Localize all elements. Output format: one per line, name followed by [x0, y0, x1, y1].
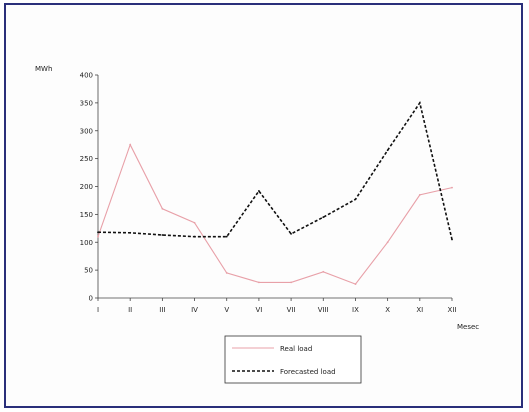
legend: Real load Forecasted load: [224, 335, 362, 384]
x-tick-label: VI: [255, 306, 262, 314]
data-point: [322, 270, 325, 273]
series-line-forecasted-load: [97, 100, 453, 240]
x-tick-label: I: [97, 306, 99, 314]
data-point: [354, 198, 357, 201]
y-axis-label: MWh: [35, 65, 52, 73]
data-point: [161, 207, 164, 210]
y-tick-label: 150: [80, 211, 93, 219]
x-tick-label: VII: [287, 306, 296, 314]
data-point: [322, 216, 325, 219]
data-point: [354, 283, 357, 285]
y-tick-label: 100: [80, 239, 93, 247]
x-tick-label: VIII: [318, 306, 329, 314]
data-point: [451, 238, 453, 241]
data-point: [193, 235, 196, 238]
y-tick-label: 200: [80, 183, 93, 191]
series-line-real-load: [97, 143, 453, 285]
x-axis-label: Mesec: [457, 323, 479, 331]
data-point: [225, 235, 228, 238]
y-tick-label: 50: [84, 267, 93, 275]
legend-label-forecasted-load: Forecasted load: [280, 368, 336, 376]
series-lines: [97, 100, 453, 285]
y-tick-label: 250: [80, 155, 93, 163]
data-point: [386, 149, 389, 152]
data-point: [386, 241, 389, 244]
x-tick-label: II: [128, 306, 132, 314]
data-point: [418, 193, 421, 196]
data-point: [161, 234, 164, 236]
data-point: [193, 221, 196, 224]
x-tick-label: III: [159, 306, 165, 314]
data-point: [97, 231, 99, 234]
chart-frame: MWh Mesec 0 50 100 150 200 250 300 350 400 I II II…: [4, 3, 523, 408]
y-tick-label: 300: [80, 127, 93, 135]
data-point: [451, 186, 453, 189]
x-tick-label: V: [224, 306, 229, 314]
x-tick-label: IX: [352, 306, 359, 314]
data-point: [97, 235, 99, 238]
data-point: [290, 281, 292, 284]
x-tick-label: IV: [191, 306, 198, 314]
data-point: [290, 232, 292, 235]
data-point: [129, 143, 132, 146]
data-point: [258, 281, 260, 284]
x-tick-label: XI: [416, 306, 423, 314]
data-point: [258, 190, 260, 192]
x-tick-label: XII: [448, 306, 457, 314]
legend-label-real-load: Real load: [280, 345, 312, 353]
data-point: [129, 231, 132, 234]
data-point: [225, 272, 228, 274]
y-tick-label: 400: [80, 72, 93, 80]
data-point: [418, 101, 421, 104]
y-tick-label: 0: [89, 295, 93, 303]
x-tick-label: X: [385, 306, 390, 314]
y-ticks: 0 50 100 150 200 250 300 350 400: [80, 72, 98, 303]
legend-box: [224, 335, 362, 384]
x-ticks: I II III IV V VI VII VIII IX X XI XII: [97, 298, 457, 314]
y-tick-label: 350: [80, 99, 93, 107]
